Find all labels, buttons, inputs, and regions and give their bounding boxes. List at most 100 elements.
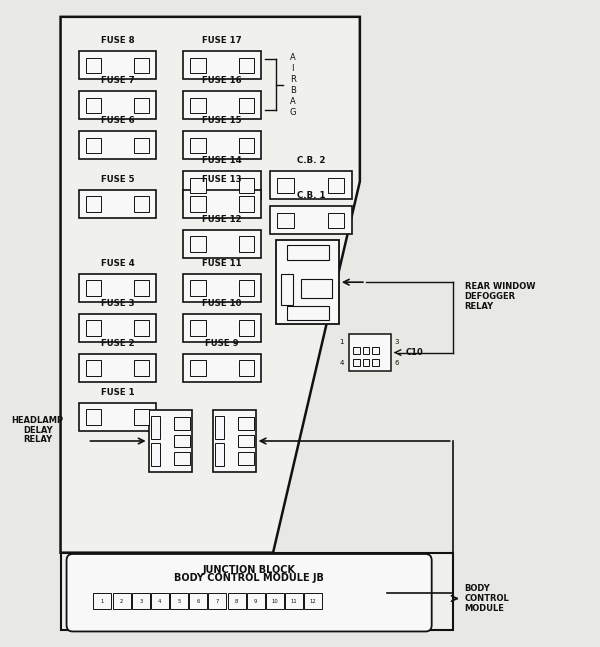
Bar <box>183 131 261 159</box>
Bar <box>277 178 293 193</box>
Bar <box>239 360 254 376</box>
Bar <box>239 280 254 296</box>
Bar <box>266 593 284 609</box>
Bar <box>173 417 190 430</box>
Bar <box>304 593 322 609</box>
Bar <box>190 138 206 153</box>
Bar <box>151 443 160 466</box>
Bar <box>363 347 370 355</box>
Text: FUSE 2: FUSE 2 <box>101 339 134 347</box>
Text: FUSE 16: FUSE 16 <box>202 76 242 85</box>
Bar <box>215 443 224 466</box>
Text: FUSE 14: FUSE 14 <box>202 156 242 165</box>
Bar <box>238 435 254 447</box>
Text: C.B. 2: C.B. 2 <box>296 156 325 165</box>
Bar <box>134 360 149 376</box>
Text: BODY: BODY <box>464 584 490 593</box>
Bar <box>173 452 190 465</box>
Bar <box>134 197 149 212</box>
Bar <box>79 274 157 302</box>
Bar <box>183 274 261 302</box>
Text: 12: 12 <box>310 598 317 604</box>
Bar <box>79 51 157 79</box>
Bar <box>239 236 254 252</box>
Text: RELAY: RELAY <box>464 302 494 311</box>
Bar <box>134 98 149 113</box>
FancyBboxPatch shape <box>67 554 431 631</box>
Text: 11: 11 <box>290 598 298 604</box>
Text: RELAY: RELAY <box>23 435 52 444</box>
Bar <box>79 354 157 382</box>
Text: FUSE 13: FUSE 13 <box>202 175 242 184</box>
Bar <box>86 410 101 424</box>
Bar <box>373 347 379 355</box>
Text: HEADLAMP: HEADLAMP <box>12 416 64 425</box>
Text: FUSE 17: FUSE 17 <box>202 36 242 45</box>
Polygon shape <box>61 17 360 553</box>
Bar <box>328 178 344 193</box>
Text: C10: C10 <box>406 348 424 357</box>
Bar <box>113 593 131 609</box>
Text: BODY CONTROL MODULE JB: BODY CONTROL MODULE JB <box>174 573 324 583</box>
Text: 7: 7 <box>216 598 219 604</box>
Bar <box>277 213 293 228</box>
Bar <box>86 138 101 153</box>
Bar <box>190 197 206 212</box>
Text: 9: 9 <box>254 598 257 604</box>
Bar <box>86 360 101 376</box>
Bar <box>183 230 261 258</box>
Polygon shape <box>61 553 452 630</box>
Bar <box>183 51 261 79</box>
Bar <box>134 58 149 73</box>
Bar <box>238 417 254 430</box>
Bar <box>151 416 160 439</box>
Bar <box>170 593 188 609</box>
Bar <box>183 91 261 119</box>
Bar <box>189 593 207 609</box>
Bar <box>86 197 101 212</box>
Text: 5: 5 <box>178 598 181 604</box>
Text: A
I
R
B
A
G: A I R B A G <box>290 52 296 117</box>
Bar <box>239 178 254 193</box>
Bar <box>79 314 157 342</box>
Text: FUSE 9: FUSE 9 <box>205 339 239 347</box>
Text: CONTROL: CONTROL <box>464 594 509 603</box>
Bar <box>238 452 254 465</box>
Bar <box>270 171 352 199</box>
Bar <box>190 320 206 336</box>
Bar <box>134 280 149 296</box>
Bar <box>79 131 157 159</box>
Text: FUSE 7: FUSE 7 <box>101 76 134 85</box>
Text: C.B. 1: C.B. 1 <box>296 191 325 200</box>
Text: 1: 1 <box>101 598 104 604</box>
Bar <box>190 360 206 376</box>
Bar <box>79 403 157 431</box>
Bar <box>134 410 149 424</box>
Bar <box>183 190 261 218</box>
Text: 10: 10 <box>271 598 278 604</box>
Bar <box>281 274 293 305</box>
Text: DEFOGGER: DEFOGGER <box>464 292 516 301</box>
Bar <box>287 245 329 259</box>
Text: FUSE 1: FUSE 1 <box>101 388 134 397</box>
Text: 8: 8 <box>235 598 238 604</box>
Bar <box>349 334 391 371</box>
Bar <box>86 280 101 296</box>
Text: 6: 6 <box>197 598 200 604</box>
Bar <box>134 320 149 336</box>
Bar <box>86 98 101 113</box>
Text: JUNCTION BLOCK: JUNCTION BLOCK <box>203 565 296 575</box>
Bar <box>173 435 190 447</box>
Text: FUSE 15: FUSE 15 <box>202 116 242 125</box>
Bar <box>86 320 101 336</box>
Bar <box>190 58 206 73</box>
Text: FUSE 5: FUSE 5 <box>101 175 134 184</box>
Bar <box>79 91 157 119</box>
Text: MODULE: MODULE <box>464 604 505 613</box>
Bar <box>79 190 157 218</box>
Bar <box>190 236 206 252</box>
Bar <box>301 279 332 298</box>
Bar <box>94 593 112 609</box>
Text: 1: 1 <box>340 339 344 345</box>
Bar <box>183 171 261 199</box>
